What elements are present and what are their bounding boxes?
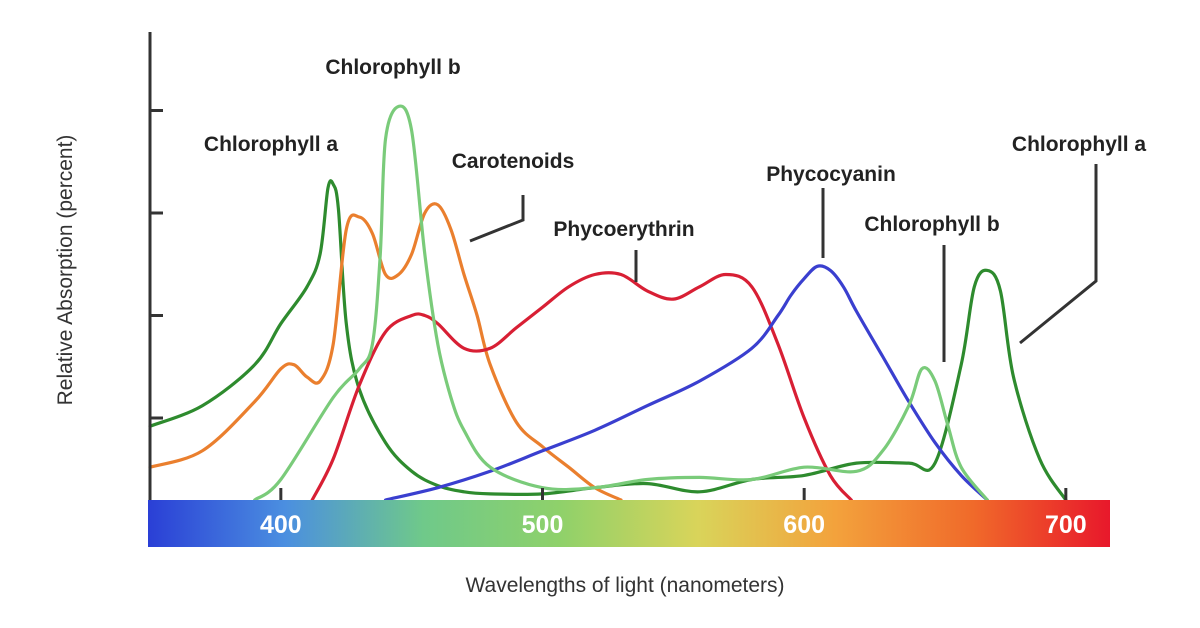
- x-tick-label-600: 600: [783, 511, 825, 539]
- y-axis-ticks: [150, 109, 163, 420]
- series-curves: [148, 104, 1068, 502]
- label-chlorophyll-a-right: Chlorophyll a: [1012, 133, 1146, 156]
- series-line-phycocyanin: [383, 264, 989, 502]
- x-axis-title: Wavelengths of light (nanometers): [465, 574, 784, 597]
- series-line-carotenoids: [148, 202, 623, 502]
- wavelength-spectrum-bar: [148, 500, 1110, 547]
- series-labels: Chlorophyll b Chlorophyll a Carotenoids …: [204, 56, 1146, 241]
- label-phycocyanin: Phycocyanin: [766, 163, 896, 186]
- leader-carotenoids: [469, 195, 525, 243]
- x-axis-ticks: [279, 488, 1068, 500]
- series-line-chlorophyll-a: [148, 179, 1068, 502]
- x-tick-label-400: 400: [260, 511, 302, 539]
- x-tick-label-500: 500: [522, 511, 564, 539]
- x-tick-label-700: 700: [1045, 511, 1087, 539]
- leader-chlorophyll-a-right: [1019, 164, 1098, 345]
- series-line-phycoerythrin: [310, 271, 853, 502]
- series-line-chlorophyll-b: [253, 104, 989, 502]
- x-tick-labels: 400 500 600 700: [260, 511, 1087, 539]
- label-carotenoids: Carotenoids: [452, 150, 575, 173]
- label-chlorophyll-b-right: Chlorophyll b: [864, 213, 999, 236]
- y-axis-title: Relative Absorption (percent): [54, 135, 77, 406]
- label-phycoerythrin: Phycoerythrin: [553, 218, 694, 241]
- label-chlorophyll-a-left: Chlorophyll a: [204, 133, 338, 156]
- label-chlorophyll-b-top: Chlorophyll b: [325, 56, 460, 79]
- label-leader-lines: [469, 164, 1098, 362]
